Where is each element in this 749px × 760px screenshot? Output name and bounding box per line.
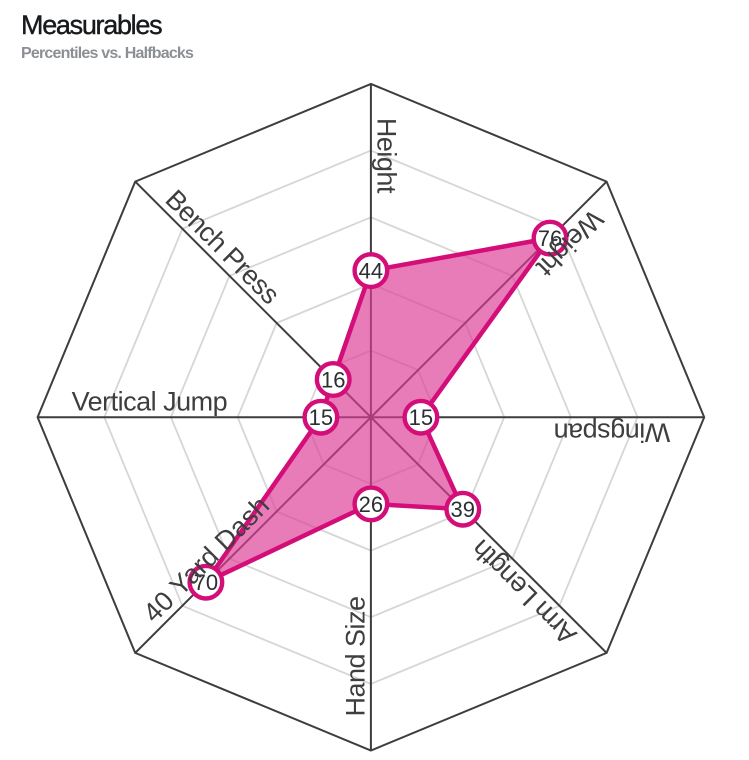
svg-text:Wingspan: Wingspan	[554, 418, 670, 448]
svg-text:70: 70	[194, 570, 218, 595]
svg-text:15: 15	[409, 405, 433, 430]
svg-text:44: 44	[359, 259, 383, 284]
svg-text:15: 15	[309, 405, 333, 430]
svg-text:26: 26	[359, 492, 383, 517]
svg-text:Height: Height	[371, 118, 401, 194]
svg-text:Vertical Jump: Vertical Jump	[72, 387, 228, 417]
svg-text:Hand Size: Hand Size	[340, 596, 370, 716]
svg-text:16: 16	[321, 368, 345, 393]
svg-text:39: 39	[451, 497, 475, 522]
svg-text:76: 76	[538, 226, 562, 251]
